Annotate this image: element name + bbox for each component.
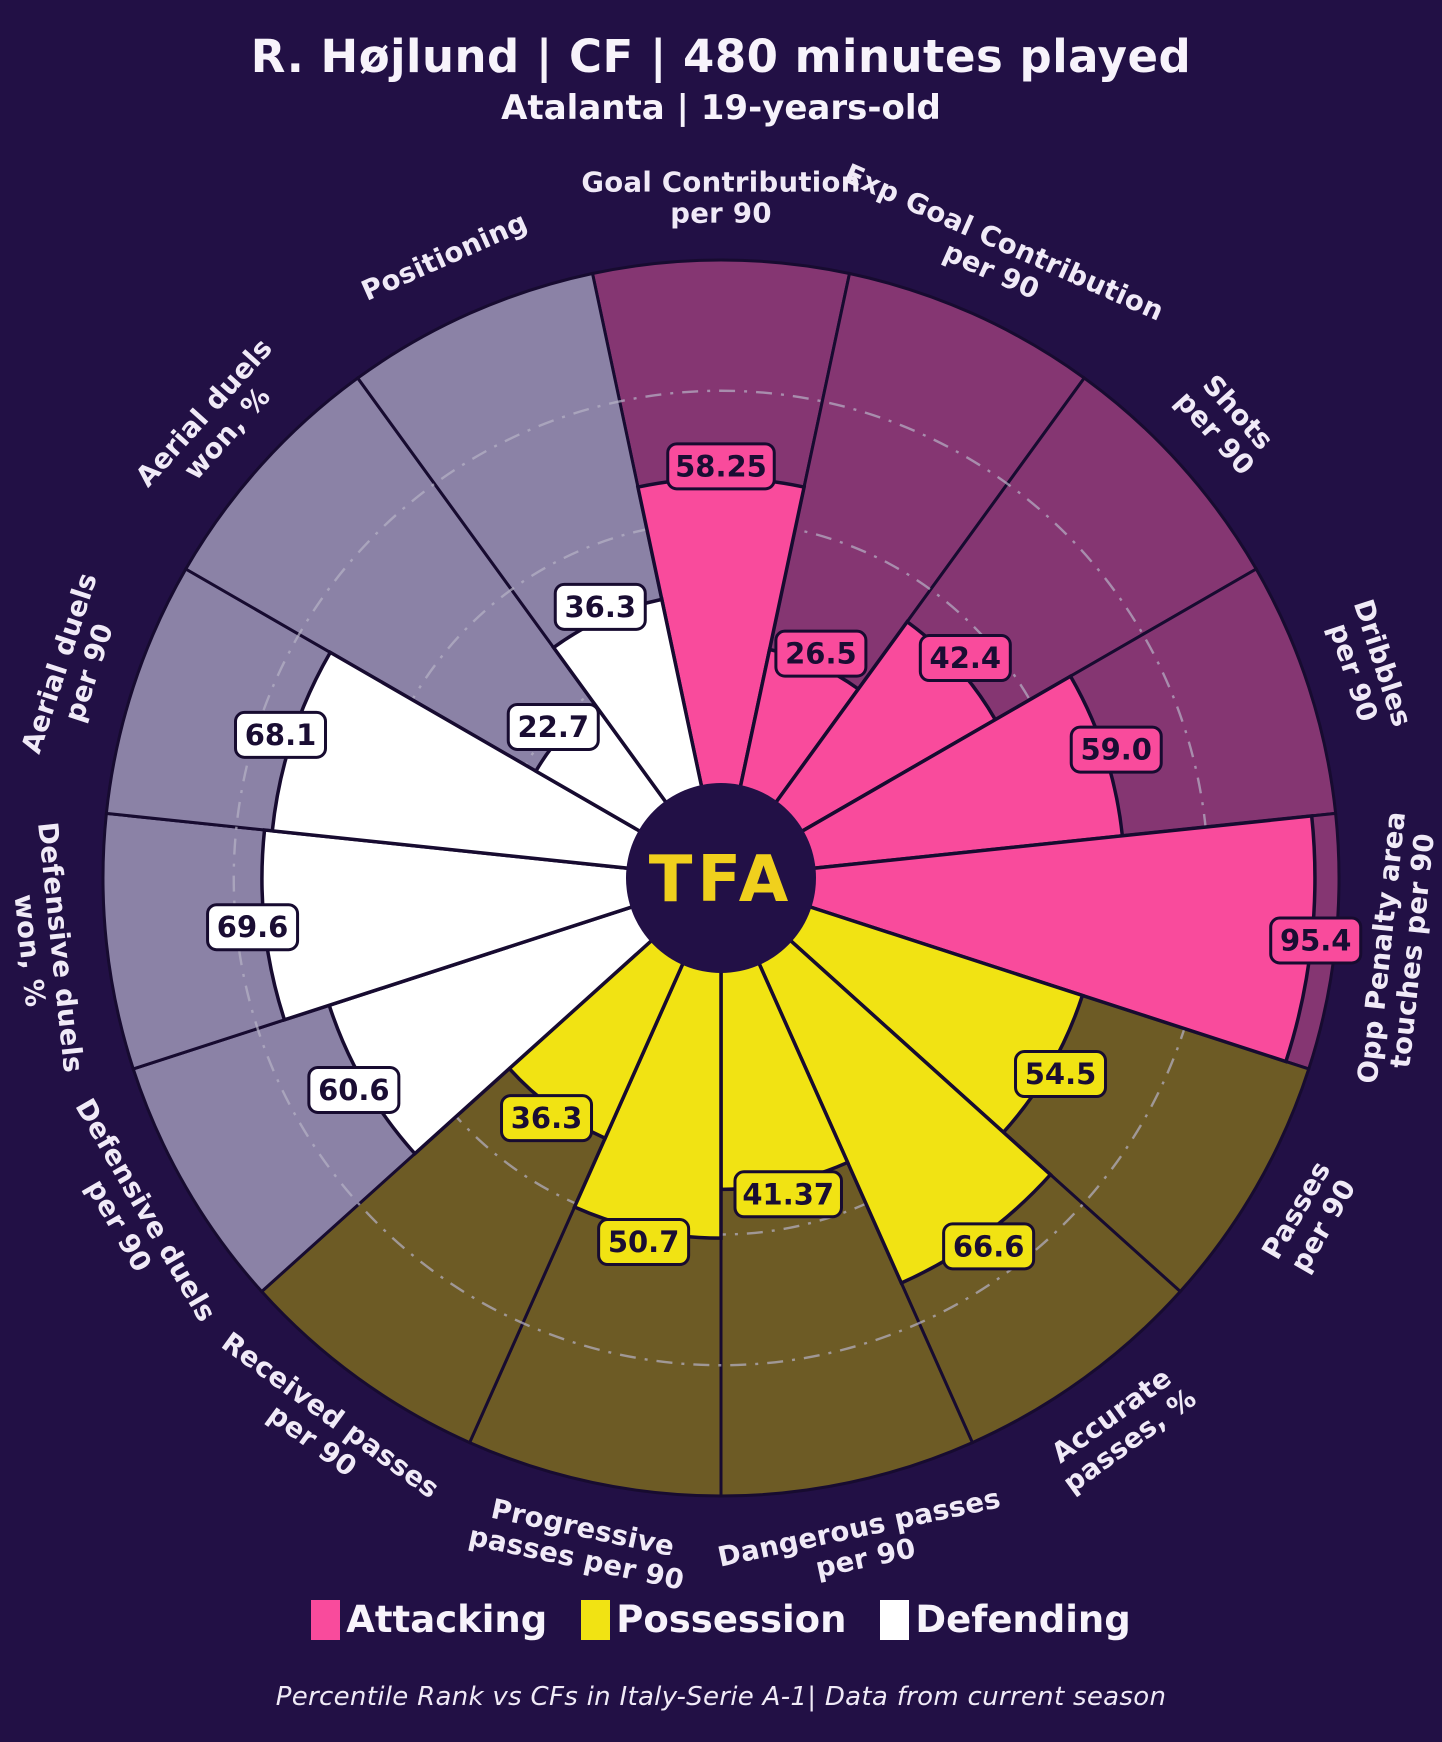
badge-box (774, 629, 868, 678)
legend-item-attacking: Attacking (311, 1598, 547, 1641)
badge-value: 59.0 (1080, 733, 1152, 767)
param-label-goal-contribution-per-90: Goal Contribution per 90 (581, 167, 860, 230)
badge-box (206, 903, 300, 952)
param-label-dribbles-per-90: Dribblesper 90 (1317, 595, 1418, 740)
legend: Attacking Possession Defending (0, 1598, 1442, 1641)
value-badge-aerial-duels-won: 22.7 (506, 702, 600, 751)
badge-value: 66.6 (953, 1229, 1025, 1263)
badge-value: 36.3 (564, 590, 636, 624)
param-label-shots-per-90: Shotsper 90 (1169, 364, 1284, 482)
badge-box (1269, 916, 1363, 965)
value-badge-opp-penalty-area-touches-per-90: 95.4 (1269, 916, 1363, 965)
value-badge-goal-contribution-per-90: 58.25 (666, 442, 776, 491)
value-badge-shots-per-90: 42.4 (918, 634, 1012, 683)
badge-box (942, 1222, 1036, 1271)
value-badge-aerial-duels-per-90: 68.1 (234, 710, 328, 759)
param-label-progressive-passes-per-90: Progressivepasses per 90 (466, 1490, 694, 1597)
param-label-aerial-duels-per-90: Aerial duelsper 90 (15, 569, 133, 767)
tfa-logo: TFA (649, 843, 794, 917)
badge-box (1014, 1050, 1108, 1099)
badge-box (307, 1065, 401, 1114)
value-badge-exp-goal-contribution-per-90: 26.5 (774, 629, 868, 678)
value-badge-defensive-duels-per-90: 60.6 (307, 1065, 401, 1114)
badge-value: 95.4 (1280, 924, 1352, 958)
badge-value: 36.3 (511, 1101, 583, 1135)
param-label-passes-per-90: Passesper 90 (1256, 1156, 1364, 1281)
legend-item-possession: Possession (581, 1598, 846, 1641)
value-badge-defensive-duels-won: 69.6 (206, 903, 300, 952)
page-title: R. Højlund | CF | 480 minutes played (250, 30, 1192, 83)
badge-box (597, 1218, 691, 1267)
param-label-defensive-duels-won: Defensive duelswon, % (0, 821, 89, 1078)
legend-label-attacking: Attacking (346, 1598, 548, 1641)
value-badge-dribbles-per-90: 59.0 (1069, 725, 1163, 774)
badge-value: 50.7 (608, 1225, 680, 1259)
footer-note: Percentile Rank vs CFs in Italy-Serie A-… (275, 1682, 1167, 1712)
badge-box (553, 582, 647, 631)
legend-item-defending: Defending (880, 1598, 1131, 1641)
value-badge-received-passes-per-90: 36.3 (500, 1094, 594, 1143)
badge-value: 42.4 (930, 641, 1002, 675)
badge-value: 22.7 (517, 710, 589, 744)
badge-box (234, 710, 328, 759)
legend-label-defending: Defending (915, 1598, 1131, 1641)
page-subtitle: Atalanta | 19-years-old (501, 88, 941, 128)
param-label-positioning: Positioning (357, 206, 533, 308)
badge-box (733, 1170, 843, 1219)
value-badge-progressive-passes-per-90: 50.7 (597, 1218, 691, 1267)
center-circle (626, 783, 816, 973)
badge-value: 26.5 (785, 637, 857, 671)
value-badge-positioning: 36.3 (553, 582, 647, 631)
badge-box (666, 442, 776, 491)
param-label-opp-penalty-area-touches-per-90: Opp Penalty areatouches per 90 (1352, 810, 1442, 1089)
legend-swatch-possession (581, 1599, 611, 1640)
value-badge-accurate-passes: 66.6 (942, 1222, 1036, 1271)
badge-value: 60.6 (318, 1073, 390, 1107)
param-label-dangerous-passes-per-90: Dangerous passesper 90 (715, 1482, 1010, 1604)
value-badge-dangerous-passes-per-90: 41.37 (733, 1170, 843, 1219)
badge-box (918, 634, 1012, 683)
badge-value: 68.1 (245, 718, 317, 752)
badge-box (506, 702, 600, 751)
badge-value: 58.25 (675, 449, 767, 483)
legend-label-possession: Possession (616, 1598, 847, 1641)
badge-value: 41.37 (742, 1177, 834, 1211)
badge-box (500, 1094, 594, 1143)
value-badge-passes-per-90: 54.5 (1014, 1050, 1108, 1099)
legend-swatch-defending (880, 1599, 910, 1640)
badge-value: 69.6 (217, 910, 289, 944)
badge-value: 54.5 (1025, 1057, 1097, 1091)
legend-swatch-attacking (311, 1599, 341, 1640)
badge-box (1069, 725, 1163, 774)
